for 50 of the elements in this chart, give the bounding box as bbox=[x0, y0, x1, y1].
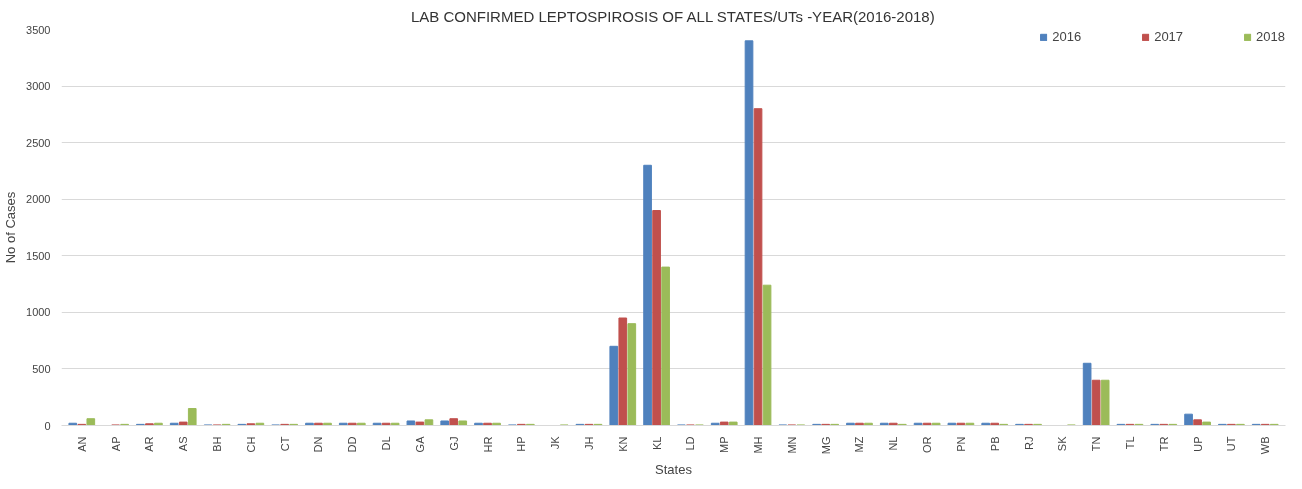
x-tick-label: KL bbox=[650, 436, 663, 450]
x-tick-label: PB bbox=[988, 436, 1001, 452]
y-tick-label: 2500 bbox=[26, 136, 51, 149]
x-tick-label: KN bbox=[616, 436, 629, 452]
x-tick-label: UP bbox=[1191, 436, 1204, 452]
x-tick-label: OR bbox=[921, 436, 934, 453]
x-tick-label: TR bbox=[1157, 436, 1170, 452]
legend-label: 2018 bbox=[1256, 29, 1285, 44]
y-tick-label: 2000 bbox=[26, 193, 51, 206]
x-tick-label: GA bbox=[413, 435, 426, 453]
legend-label: 2017 bbox=[1154, 29, 1184, 44]
x-tick-label: HP bbox=[515, 436, 528, 452]
x-tick-label: CT bbox=[278, 436, 291, 452]
x-tick-label: MP bbox=[718, 436, 731, 453]
legend-label: 2016 bbox=[1052, 29, 1082, 44]
x-tick-label: AR bbox=[143, 436, 156, 452]
x-tick-label: AS bbox=[177, 436, 190, 452]
y-tick-label: 500 bbox=[32, 362, 51, 375]
x-tick-label: SK bbox=[1056, 435, 1069, 452]
x-tick-label: BH bbox=[211, 436, 224, 452]
x-tick-label: AN bbox=[75, 436, 88, 452]
x-tick-label: DN bbox=[312, 436, 325, 453]
x-tick-label: MN bbox=[785, 436, 798, 454]
x-tick-label: RJ bbox=[1022, 436, 1035, 450]
x-tick-label: UT bbox=[1225, 436, 1238, 452]
y-tick-label: 1000 bbox=[26, 306, 51, 319]
x-tick-label: DD bbox=[346, 436, 359, 453]
y-tick-label: 1500 bbox=[26, 249, 51, 262]
x-tick-label: MG bbox=[819, 436, 832, 455]
x-tick-label: TL bbox=[1123, 436, 1136, 450]
x-tick-label: PN bbox=[954, 436, 967, 452]
x-tick-label: DL bbox=[380, 436, 393, 451]
x-tick-label: TN bbox=[1090, 436, 1103, 452]
x-tick-label: JK bbox=[549, 435, 562, 450]
x-tick-label: NL bbox=[887, 436, 900, 451]
x-tick-label: CH bbox=[244, 436, 257, 453]
x-tick-label: MZ bbox=[853, 436, 866, 453]
x-axis-title: States bbox=[655, 462, 693, 478]
x-tick-label: LD bbox=[684, 436, 697, 451]
x-tick-label: WB bbox=[1259, 436, 1272, 455]
x-tick-label: HR bbox=[481, 436, 494, 453]
y-axis-title: No of Cases bbox=[3, 191, 19, 264]
x-tick-label: GJ bbox=[447, 436, 460, 451]
y-tick-label: 0 bbox=[44, 419, 51, 432]
chart-title: LAB CONFIRMED LEPTOSPIROSIS OF ALL STATES/UTs -YEAR(2016-2018) bbox=[410, 7, 935, 25]
x-tick-label: JH bbox=[582, 436, 595, 450]
x-tick-label: AP bbox=[109, 436, 122, 452]
y-tick-label: 3500 bbox=[26, 23, 51, 36]
y-tick-label: 3000 bbox=[26, 80, 51, 93]
x-tick-label: MH bbox=[752, 436, 765, 454]
